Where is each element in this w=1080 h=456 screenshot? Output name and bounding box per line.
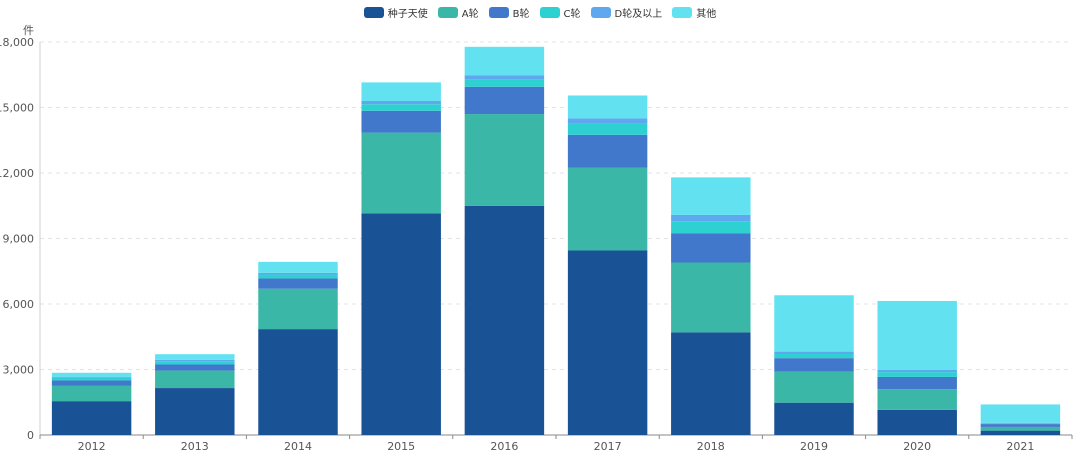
bar-segment[interactable] (567, 134, 648, 168)
y-tick-label: 18,000 (0, 36, 34, 49)
bar-segment[interactable] (671, 233, 751, 263)
legend-swatch (363, 7, 384, 18)
bar-segment[interactable] (258, 288, 338, 330)
bar-segment[interactable] (155, 364, 235, 371)
bar-segment[interactable] (258, 272, 338, 275)
bar-segment[interactable] (774, 402, 854, 435)
bar-segment[interactable] (877, 389, 957, 410)
bar-segment[interactable] (671, 214, 751, 222)
legend-swatch (488, 7, 509, 18)
legend-swatch (539, 7, 560, 18)
bar-segment[interactable] (877, 300, 957, 370)
bar-segment[interactable] (51, 377, 132, 381)
bar-segment[interactable] (774, 295, 854, 352)
bar-segment[interactable] (51, 380, 132, 386)
bar-segment[interactable] (567, 123, 648, 135)
chart-legend: 种子天使 A轮 B轮 C轮 D轮及以上 其他 (0, 5, 1080, 20)
bar-segment[interactable] (980, 404, 1061, 423)
bar-segment[interactable] (877, 409, 957, 435)
x-tick-label: 2017 (594, 440, 622, 453)
bar-segment[interactable] (774, 371, 854, 403)
y-tick-label: 15,000 (0, 102, 34, 115)
bar-segment[interactable] (464, 79, 545, 87)
y-tick-label: 12,000 (0, 167, 34, 180)
legend-item[interactable]: B轮 (488, 5, 530, 20)
legend-swatch (672, 7, 693, 18)
bar-segment[interactable] (361, 213, 441, 435)
y-tick-label: 6,000 (3, 298, 35, 311)
x-tick-label: 2013 (181, 440, 209, 453)
bar-segment[interactable] (567, 167, 648, 251)
legend-item[interactable]: A轮 (437, 5, 479, 20)
y-tick-label: 9,000 (3, 233, 35, 246)
y-tick-label: 3,000 (3, 364, 35, 377)
bar-segment[interactable] (774, 353, 854, 359)
bar-segment[interactable] (877, 372, 957, 377)
legend-label: D轮及以上 (614, 9, 663, 20)
bar-segment[interactable] (361, 100, 441, 105)
bar-segment[interactable] (51, 372, 132, 377)
bar-segment[interactable] (671, 177, 751, 215)
bar-segment[interactable] (51, 401, 132, 435)
legend-item[interactable]: D轮及以上 (590, 5, 663, 20)
legend-label: C轮 (563, 9, 581, 20)
bar-segment[interactable] (258, 329, 338, 435)
bar-segment[interactable] (361, 132, 441, 214)
bar-segment[interactable] (567, 95, 648, 119)
bar-segment[interactable] (567, 118, 648, 124)
bar-segment[interactable] (671, 262, 751, 333)
y-tick-label: 0 (27, 429, 34, 442)
x-tick-label: 2018 (697, 440, 725, 453)
bar-segment[interactable] (361, 104, 441, 111)
x-tick-label: 2014 (284, 440, 312, 453)
bar-segment[interactable] (877, 369, 957, 373)
legend-label: A轮 (461, 9, 479, 20)
bar-segment[interactable] (258, 261, 338, 273)
x-tick-label: 2021 (1006, 440, 1034, 453)
bar-segment[interactable] (980, 423, 1061, 425)
y-unit-label: 件 (23, 24, 34, 37)
bar-segment[interactable] (980, 426, 1061, 431)
bar-segment[interactable] (258, 274, 338, 279)
x-tick-label: 2020 (903, 440, 931, 453)
x-tick-label: 2016 (490, 440, 518, 453)
bar-segment[interactable] (258, 278, 338, 289)
bar-segment[interactable] (155, 370, 235, 389)
bar-segment[interactable] (671, 221, 751, 234)
bar-segment[interactable] (361, 82, 441, 101)
bar-segment[interactable] (774, 358, 854, 372)
x-tick-label: 2012 (78, 440, 106, 453)
legend-label: 种子天使 (387, 9, 428, 20)
bar-segment[interactable] (51, 385, 132, 402)
legend-item[interactable]: 其他 (672, 5, 716, 20)
bar-segment[interactable] (464, 46, 545, 76)
bar-segment[interactable] (877, 376, 957, 390)
bar-segment[interactable] (464, 114, 545, 206)
bar-segment[interactable] (567, 250, 648, 435)
legend-item[interactable]: 种子天使 (363, 5, 428, 20)
bar-segment[interactable] (155, 388, 235, 435)
legend-item[interactable]: C轮 (539, 5, 581, 20)
x-tick-label: 2019 (800, 440, 828, 453)
bar-segment[interactable] (464, 75, 545, 80)
legend-swatch (590, 7, 611, 18)
bar-segment[interactable] (155, 361, 235, 365)
bar-segment[interactable] (464, 205, 545, 435)
bar-segment[interactable] (774, 351, 854, 354)
bar-segment[interactable] (980, 430, 1061, 435)
bar-segment[interactable] (361, 110, 441, 133)
x-tick-label: 2015 (387, 440, 415, 453)
bar-segment[interactable] (464, 86, 545, 115)
bar-segment[interactable] (671, 332, 751, 435)
bar-segment[interactable] (51, 376, 132, 378)
legend-label: B轮 (512, 9, 530, 20)
bar-segment[interactable] (155, 354, 235, 360)
legend-label: 其他 (696, 9, 717, 20)
bar-segment[interactable] (155, 359, 235, 362)
bar-segment[interactable] (980, 424, 1061, 427)
legend-swatch (437, 7, 458, 18)
